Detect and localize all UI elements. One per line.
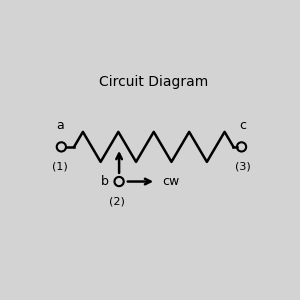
Text: Circuit Diagram: Circuit Diagram <box>99 75 208 89</box>
Text: (1): (1) <box>52 162 68 172</box>
Text: c: c <box>239 119 246 132</box>
Text: a: a <box>56 119 64 132</box>
Text: (2): (2) <box>109 196 125 206</box>
Text: (3): (3) <box>235 162 250 172</box>
Text: b: b <box>101 175 109 188</box>
Text: cw: cw <box>162 175 179 188</box>
